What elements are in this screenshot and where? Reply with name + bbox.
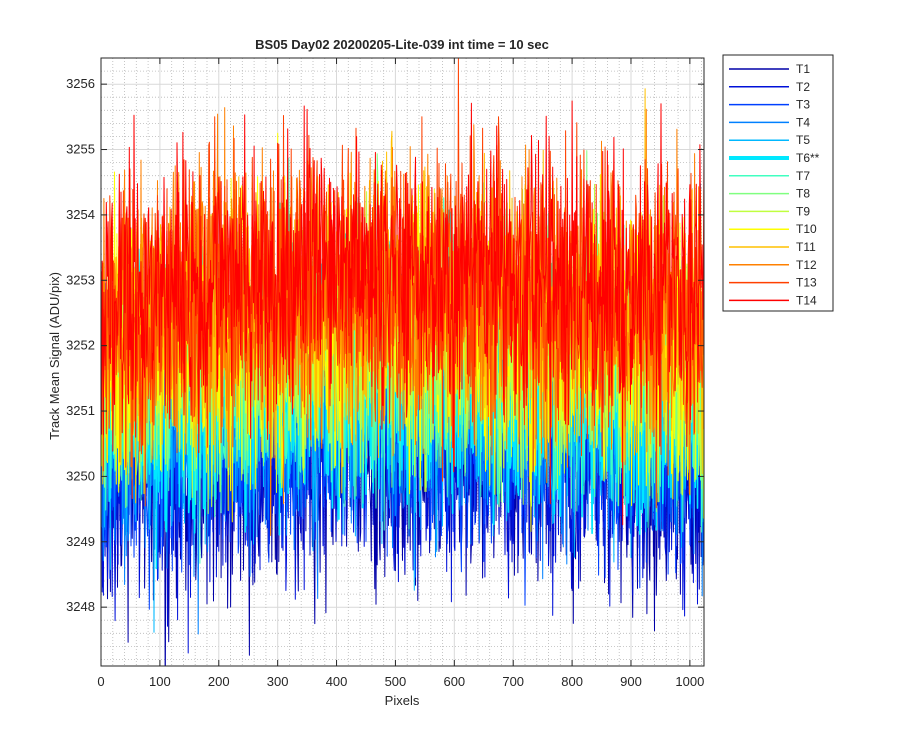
- legend-label: T4: [796, 115, 810, 129]
- x-tick-label: 1000: [675, 674, 704, 689]
- x-tick-label: 700: [502, 674, 524, 689]
- ticks: [100, 58, 704, 666]
- y-tick-label: 3256: [66, 76, 95, 91]
- chart-title: BS05 Day02 20200205-Lite-039 int time = …: [255, 37, 549, 52]
- x-tick-labels: 0 100 200 300 400 500 600 700 800 900 1000: [97, 674, 704, 689]
- y-tick-label: 3250: [66, 468, 95, 483]
- y-tick-label: 3255: [66, 142, 95, 157]
- y-tick-label: 3251: [66, 403, 95, 418]
- x-axis-label: Pixels: [385, 693, 420, 708]
- y-tick-label: 3254: [66, 207, 95, 222]
- x-tick-label: 600: [443, 674, 465, 689]
- legend-label: T8: [796, 187, 810, 201]
- axes-box: [100, 57, 705, 667]
- y-axis-label: Track Mean Signal (ADU/pix): [47, 272, 62, 440]
- x-tick-label: 800: [561, 674, 583, 689]
- x-tick-label: 300: [267, 674, 289, 689]
- y-tick-label: 3249: [66, 534, 95, 549]
- y-tick-label: 3253: [66, 272, 95, 287]
- x-tick-label: 0: [97, 674, 104, 689]
- x-tick-label: 900: [620, 674, 642, 689]
- y-tick-label: 3248: [66, 599, 95, 614]
- legend-label: T12: [796, 258, 817, 272]
- legend-label: T7: [796, 169, 810, 183]
- y-tick-label: 3252: [66, 338, 95, 353]
- legend-label: T6**: [796, 151, 820, 165]
- legend-label: T3: [796, 98, 810, 112]
- legend-label: T2: [796, 80, 810, 94]
- legend: T1 T2 T3 T4 T5 T6** T7 T8 T9 T10 T11 T12 T13 T14: [722, 54, 834, 312]
- legend-label: T1: [796, 62, 810, 76]
- legend-label: T5: [796, 133, 810, 147]
- legend-label: T13: [796, 276, 817, 290]
- legend-label: T11: [796, 240, 816, 254]
- legend-label: T10: [796, 222, 817, 236]
- series-line-t14: [101, 100, 704, 526]
- x-tick-label: 200: [208, 674, 230, 689]
- y-tick-labels: 3248 3249 3250 3251 3252 3253 3254 3255 3256: [66, 76, 95, 614]
- legend-box: [722, 54, 834, 312]
- x-tick-label: 400: [326, 674, 348, 689]
- legend-label: T9: [796, 204, 810, 218]
- x-tick-label: 500: [385, 674, 407, 689]
- x-tick-label: 100: [149, 674, 171, 689]
- legend-label: T14: [796, 293, 817, 307]
- series-group: [101, 58, 704, 666]
